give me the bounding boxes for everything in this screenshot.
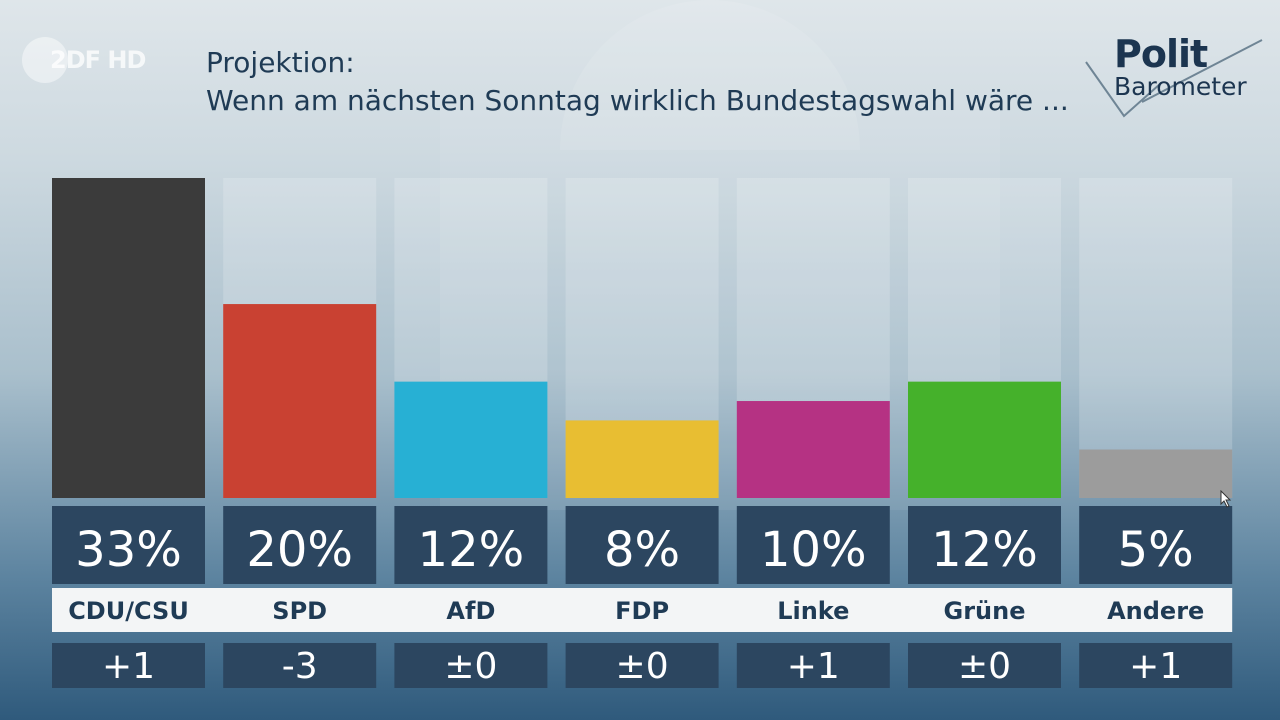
value-label-fdp: 8% [604,522,680,578]
change-box-spd [223,643,377,688]
category-label-fdp: FDP [615,597,669,625]
value-box-grüne [908,506,1061,584]
bar-fdp [565,420,719,498]
value-label-cdu-csu: 33% [75,522,182,578]
bar-andere [1079,449,1233,498]
bar-spd [223,304,377,498]
value-box-linke [736,506,890,584]
bar-linke [736,401,890,498]
change-label-spd: -3 [282,646,318,687]
category-label-spd: SPD [272,597,327,625]
change-label-afd: ±0 [444,646,497,687]
change-box-fdp [565,643,719,688]
bar-cdu-csu [52,178,205,498]
channel-logo-circle [22,37,68,83]
category-label-cdu-csu: CDU/CSU [68,597,189,625]
politbarometer-logo: Polit Barometer [1082,32,1272,122]
value-label-linke: 10% [760,522,867,578]
category-strip [52,588,1233,632]
value-box-andere [1079,506,1233,584]
value-box-afd [394,506,548,584]
change-label-fdp: ±0 [616,646,669,687]
bar-afd [394,381,548,498]
title-line-1: Projektion: [206,46,355,79]
value-box-fdp [565,506,719,584]
change-label-cdu-csu: +1 [102,646,155,687]
bar-grüne [908,381,1061,498]
change-box-linke [736,643,890,688]
change-box-cdu-csu [52,643,205,688]
category-label-afd: AfD [446,597,495,625]
chart-title: Projektion: Wenn am nächsten Sonntag wir… [206,44,1069,120]
change-box-andere [1079,643,1233,688]
brand-line-1: Polit [1114,32,1208,76]
title-line-2: Wenn am nächsten Sonntag wirklich Bundes… [206,84,1069,117]
checkmark-icon [1085,39,1263,118]
bar-track-andere [1079,178,1233,498]
category-label-linke: Linke [777,597,849,625]
brand-line-2: Barometer [1114,72,1247,101]
value-box-cdu-csu [52,506,205,584]
change-box-afd [394,643,548,688]
change-label-linke: +1 [787,646,840,687]
value-label-afd: 12% [418,522,525,578]
value-box-spd [223,506,377,584]
channel-logo: 2DF HD [22,36,152,84]
mouse-cursor-icon [1220,490,1232,508]
value-label-grüne: 12% [931,522,1038,578]
category-label-andere: Andere [1107,597,1204,625]
change-box-grüne [908,643,1061,688]
change-label-andere: +1 [1129,646,1182,687]
value-label-andere: 5% [1118,522,1194,578]
channel-logo-text: 2DF HD [50,46,146,74]
value-label-spd: 20% [246,522,353,578]
change-label-grüne: ±0 [958,646,1011,687]
category-label-grüne: Grüne [944,597,1026,625]
